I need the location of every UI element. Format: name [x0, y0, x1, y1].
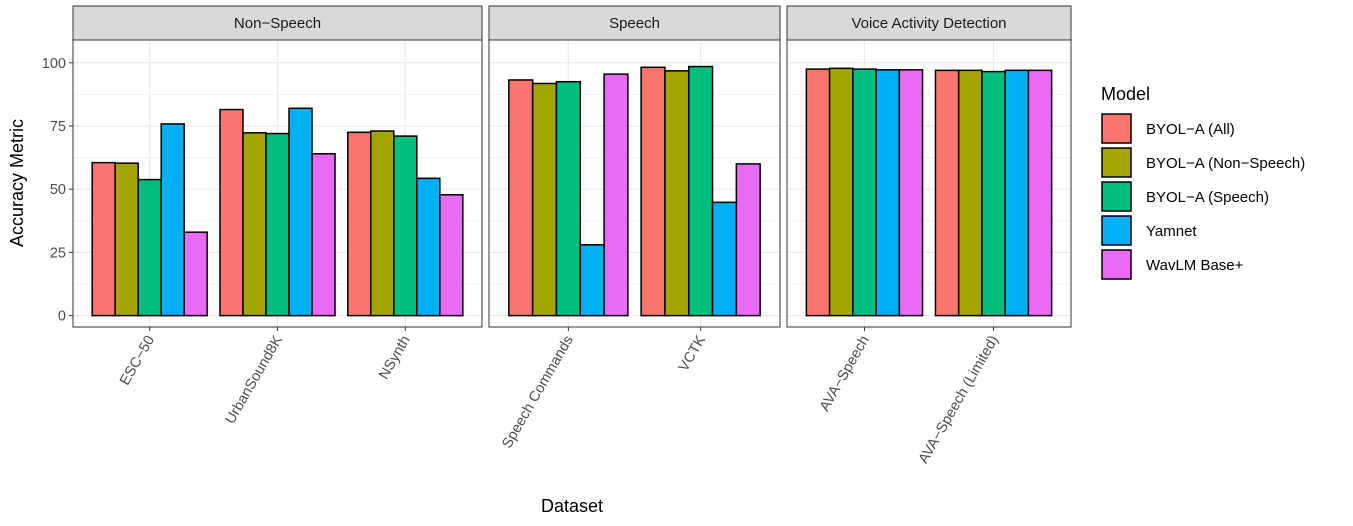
legend-label: BYOL−A (Speech): [1146, 189, 1269, 206]
bar: [852, 68, 877, 317]
legend-label: WavLM Base+: [1146, 257, 1244, 274]
panels: Non−Speech ESC−50 UrbanSound8K NSynth Speech…: [72, 5, 1072, 467]
y-tick-label: 0: [58, 309, 66, 325]
bar: [311, 153, 336, 317]
bar: [265, 132, 290, 317]
bar: [137, 178, 162, 317]
legend-swatch: [1101, 215, 1132, 246]
bar: [579, 244, 605, 317]
bar: [114, 162, 139, 317]
x-tick-label: AVA−Speech: [817, 333, 873, 414]
legend-label: BYOL−A (All): [1146, 121, 1235, 138]
x-tick-label: NSynth: [376, 333, 414, 382]
bar: [735, 163, 761, 317]
panel-strip: [72, 5, 483, 41]
bar: [288, 107, 313, 317]
y-axis-title: Accuracy Metric: [7, 119, 27, 247]
x-tick-label: ESC−50: [117, 333, 158, 388]
bar: [603, 73, 629, 317]
bar: [393, 135, 418, 317]
bar: [828, 67, 854, 317]
panel-strip-label: Speech: [609, 15, 660, 32]
bar: [242, 132, 267, 317]
bar: [1027, 69, 1053, 317]
bar: [981, 70, 1006, 317]
panel-border: [786, 39, 1072, 328]
legend: Model BYOL−A (All) BYOL−A (Non−Speech) BYO…: [1101, 84, 1305, 280]
bar: [416, 177, 441, 317]
bar: [664, 70, 690, 317]
bar: [875, 69, 901, 317]
legend-label: Yamnet: [1146, 223, 1197, 240]
bar: [370, 130, 395, 317]
bar: [1004, 69, 1030, 317]
bar: [347, 131, 372, 317]
legend-title: Model: [1101, 84, 1150, 104]
bar: [183, 231, 208, 317]
bar: [934, 69, 960, 317]
bar: [687, 65, 714, 317]
x-tick-label: VCTK: [676, 333, 709, 375]
bar: [91, 161, 116, 317]
bar: [640, 66, 666, 317]
legend-swatch: [1101, 249, 1132, 280]
y-tick-label: 75: [50, 119, 66, 135]
y-tick-label: 50: [50, 182, 66, 198]
bar: [439, 194, 464, 317]
bar: [508, 79, 534, 317]
bar: [160, 123, 185, 317]
bar: [219, 108, 244, 317]
panel-strip: [786, 5, 1072, 41]
x-axis-title: Dataset: [541, 496, 603, 516]
bar: [555, 80, 582, 317]
x-tick-label: Speech Commands: [499, 333, 577, 451]
panel-3: Voice Activity Detection AVA−Speech AVA−Sp…: [786, 5, 1072, 467]
legend-swatch: [1101, 113, 1132, 144]
bar: [898, 69, 924, 317]
bar: [805, 68, 831, 317]
legend-label: BYOL−A (Non−Speech): [1146, 155, 1305, 172]
panel-border: [488, 39, 781, 328]
legend-swatch: [1101, 181, 1132, 212]
bar: [531, 82, 558, 317]
x-tick-label: AVA−Speech (Limited): [916, 333, 1002, 467]
bar: [711, 201, 738, 317]
panel-strip: [488, 5, 781, 41]
panel-strip-label: Voice Activity Detection: [851, 15, 1006, 32]
x-tick-label: UrbanSound8K: [223, 333, 287, 427]
legend-swatch: [1101, 147, 1132, 178]
bar: [957, 69, 983, 317]
panel-strip-label: Non−Speech: [234, 15, 321, 32]
panel-1: Non−Speech ESC−50 UrbanSound8K NSynth: [72, 5, 483, 427]
y-tick-label: 25: [50, 245, 66, 261]
y-axis: 0 25 50 75 100: [42, 56, 73, 325]
panel-2: Speech Speech Commands VCTK: [488, 5, 781, 451]
y-tick-label: 100: [42, 56, 66, 72]
